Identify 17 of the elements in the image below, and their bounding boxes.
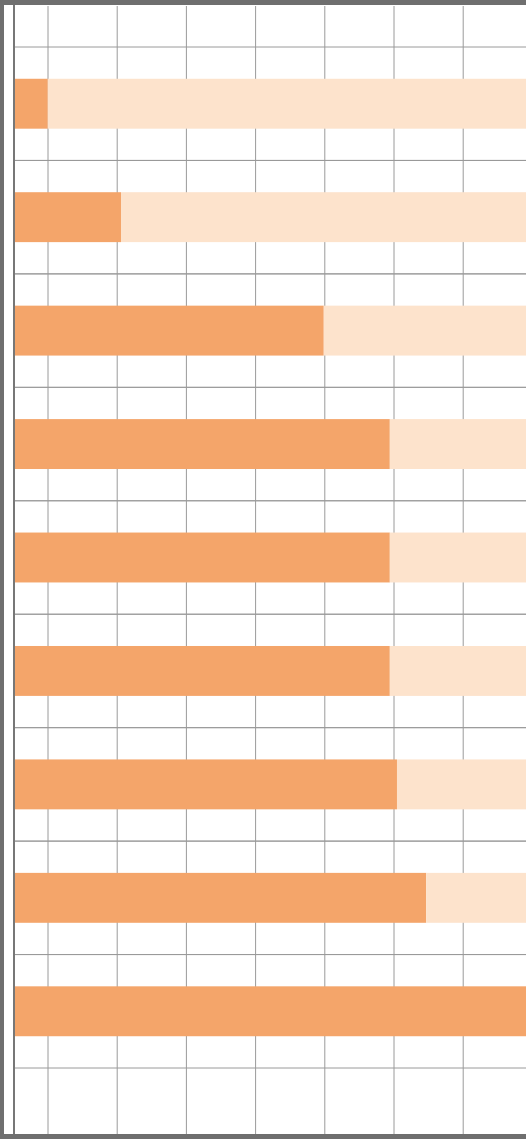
- bar: [121, 192, 526, 243]
- bar: [389, 532, 526, 583]
- bar: [396, 759, 526, 810]
- bar: [389, 645, 526, 696]
- bar: [47, 78, 526, 129]
- bar: [14, 759, 397, 810]
- bar: [14, 645, 390, 696]
- bar: [14, 305, 324, 356]
- bar: [14, 986, 526, 1037]
- bar: [323, 305, 526, 356]
- bar: [389, 419, 526, 470]
- bar: [14, 419, 390, 470]
- bar: [14, 532, 390, 583]
- bar: [14, 192, 122, 243]
- bar: [14, 872, 427, 923]
- bar: [14, 78, 48, 129]
- bar: [426, 872, 526, 923]
